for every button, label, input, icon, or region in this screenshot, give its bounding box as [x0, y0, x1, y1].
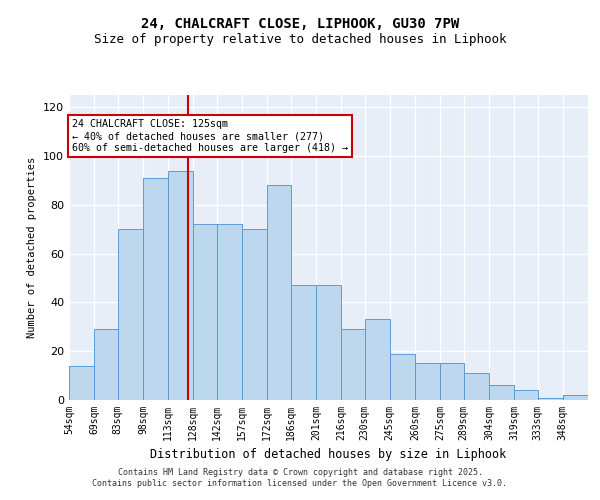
Bar: [390, 354, 415, 400]
Bar: [193, 224, 217, 400]
Text: 24 CHALCRAFT CLOSE: 125sqm
← 40% of detached houses are smaller (277)
60% of sem: 24 CHALCRAFT CLOSE: 125sqm ← 40% of deta…: [73, 120, 349, 152]
Bar: [341, 329, 365, 400]
Bar: [267, 186, 291, 400]
Bar: [242, 229, 267, 400]
Bar: [69, 366, 94, 400]
Bar: [489, 386, 514, 400]
Bar: [118, 229, 143, 400]
Bar: [440, 364, 464, 400]
X-axis label: Distribution of detached houses by size in Liphook: Distribution of detached houses by size …: [151, 448, 506, 462]
Bar: [143, 178, 168, 400]
Text: 24, CHALCRAFT CLOSE, LIPHOOK, GU30 7PW: 24, CHALCRAFT CLOSE, LIPHOOK, GU30 7PW: [141, 18, 459, 32]
Bar: [538, 398, 563, 400]
Text: Size of property relative to detached houses in Liphook: Size of property relative to detached ho…: [94, 32, 506, 46]
Y-axis label: Number of detached properties: Number of detached properties: [28, 157, 37, 338]
Bar: [316, 286, 341, 400]
Text: Contains HM Land Registry data © Crown copyright and database right 2025.
Contai: Contains HM Land Registry data © Crown c…: [92, 468, 508, 487]
Bar: [464, 373, 489, 400]
Bar: [365, 320, 390, 400]
Bar: [94, 329, 118, 400]
Bar: [563, 395, 588, 400]
Bar: [168, 170, 193, 400]
Bar: [514, 390, 538, 400]
Bar: [291, 286, 316, 400]
Bar: [217, 224, 242, 400]
Bar: [415, 364, 440, 400]
